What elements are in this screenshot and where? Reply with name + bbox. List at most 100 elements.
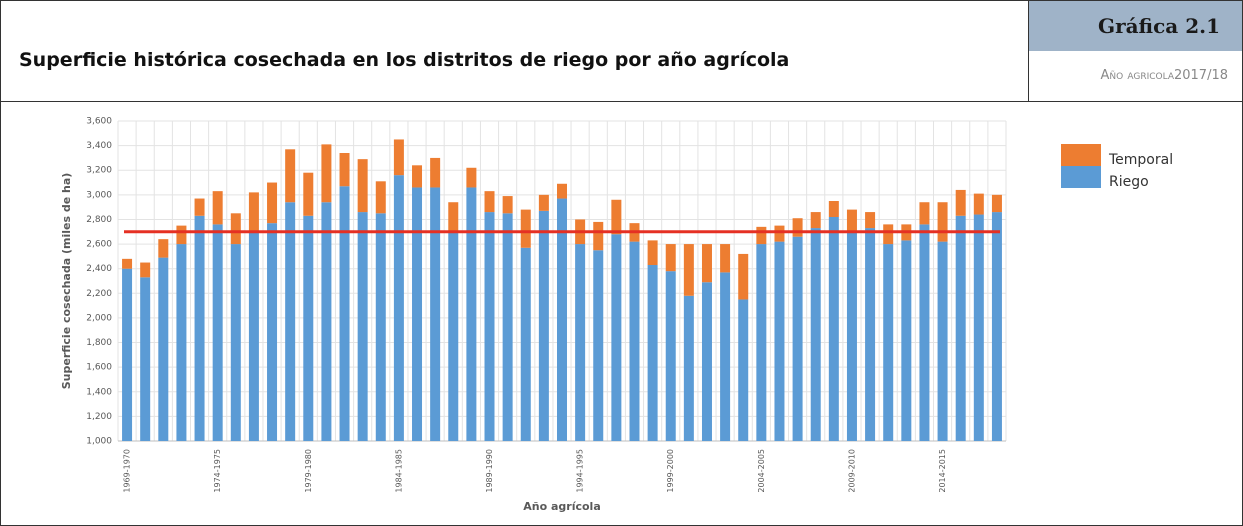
bar-segment: [267, 182, 278, 224]
bar-segment: [466, 187, 477, 441]
bar-segment: [321, 202, 332, 441]
bar-segment: [828, 217, 839, 441]
x-tick-label: 1974-1975: [213, 449, 222, 493]
x-tick-label: 2004-2005: [757, 449, 766, 493]
bar-segment: [665, 271, 676, 441]
bar-segment: [267, 223, 278, 441]
bar-segment: [393, 175, 404, 441]
badge: Gráfica 2.1: [1028, 1, 1242, 51]
bar-segment: [393, 139, 404, 176]
bar-segment: [520, 209, 531, 248]
period: Año agricola2017/18: [1028, 51, 1242, 101]
y-tick-label: 3,200: [86, 166, 112, 176]
bar-segment: [430, 187, 441, 441]
bar-segment: [412, 187, 423, 441]
bar-segment: [720, 272, 731, 441]
bar-segment: [375, 181, 386, 214]
bar-segment: [502, 196, 513, 214]
bar-segment: [937, 202, 948, 242]
bar-segment: [647, 240, 658, 265]
bar-segment: [194, 198, 205, 216]
bar-segment: [883, 224, 894, 245]
bar-segment: [520, 247, 531, 441]
bar-segment: [683, 244, 694, 296]
bar-segment: [158, 239, 169, 258]
bar-segment: [484, 212, 495, 441]
bar-segment: [973, 193, 984, 215]
bar-segment: [865, 212, 876, 229]
bar-segment: [285, 149, 296, 203]
bar-segment: [248, 233, 259, 441]
bar-segment: [701, 244, 712, 283]
bar-segment: [158, 257, 169, 441]
x-tick-label: 2014-2015: [938, 449, 947, 493]
bar-segment: [720, 244, 731, 273]
bar-segment: [756, 244, 767, 441]
bar-segment: [991, 212, 1002, 441]
bar-segment: [357, 212, 368, 441]
bar-segment: [810, 228, 821, 441]
bar-segment: [412, 165, 423, 188]
y-tick-label: 1,800: [86, 338, 112, 348]
legend-label: Riego: [1109, 174, 1149, 190]
bar-segment: [557, 183, 567, 199]
y-tick-label: 2,400: [86, 264, 112, 274]
bar-segment: [828, 201, 839, 217]
period-label: Año agricola: [1100, 68, 1174, 83]
bar-segment: [230, 213, 241, 245]
bar-segment: [973, 214, 984, 441]
x-tick-label: 1994-1995: [576, 449, 585, 493]
bar-segment: [846, 231, 857, 441]
bar-segment: [466, 167, 477, 188]
bar-segment: [865, 228, 876, 441]
bar-segment: [538, 210, 549, 441]
x-tick-label: 1969-1970: [123, 449, 132, 493]
bar-segment: [303, 172, 314, 216]
bar-segment: [955, 215, 966, 441]
x-axis-title: Año agrícola: [523, 500, 601, 513]
bar-segment: [647, 265, 658, 441]
bar-segment: [665, 244, 676, 272]
y-tick-label: 1,400: [86, 387, 112, 397]
y-tick-label: 1,000: [86, 437, 112, 447]
bar-segment: [285, 202, 296, 441]
bar-segment: [774, 241, 785, 441]
bar-segment: [629, 241, 640, 441]
bar-segment: [176, 225, 187, 245]
x-tick-label: 1989-1990: [485, 449, 494, 493]
period-value: 2017/18: [1173, 68, 1228, 83]
y-tick-label: 1,200: [86, 412, 112, 422]
bar-segment: [339, 186, 350, 441]
bar-segment: [883, 244, 894, 441]
x-tick-label: 2009-2010: [847, 449, 856, 493]
bar-segment: [919, 224, 930, 441]
bar-segment: [502, 213, 513, 441]
y-tick-label: 1,600: [86, 363, 112, 373]
bar-segment: [701, 282, 712, 441]
y-tick-label: 2,800: [86, 215, 112, 225]
bar-segment: [991, 194, 1002, 213]
bar-segment: [140, 262, 151, 278]
bar-segment: [955, 189, 966, 216]
bar-segment: [810, 212, 821, 229]
y-tick-label: 2,600: [86, 240, 112, 250]
bar-segment: [575, 244, 586, 441]
y-tick-label: 2,200: [86, 289, 112, 299]
y-tick-label: 3,000: [86, 190, 112, 200]
bar-segment: [901, 240, 912, 441]
bar-segment: [122, 268, 133, 441]
bar-segment: [448, 233, 459, 441]
bar-segment: [321, 144, 332, 203]
bar-segment: [593, 221, 604, 251]
bar-segment: [611, 199, 622, 235]
bar-segment: [846, 209, 857, 232]
bar-segment: [557, 198, 567, 441]
bar-segment: [738, 253, 749, 300]
bar-segment: [538, 194, 549, 211]
bar-segment: [756, 226, 767, 245]
bar-segment: [357, 159, 368, 213]
legend-swatch: [1061, 166, 1101, 188]
y-tick-label: 3,400: [86, 141, 112, 151]
